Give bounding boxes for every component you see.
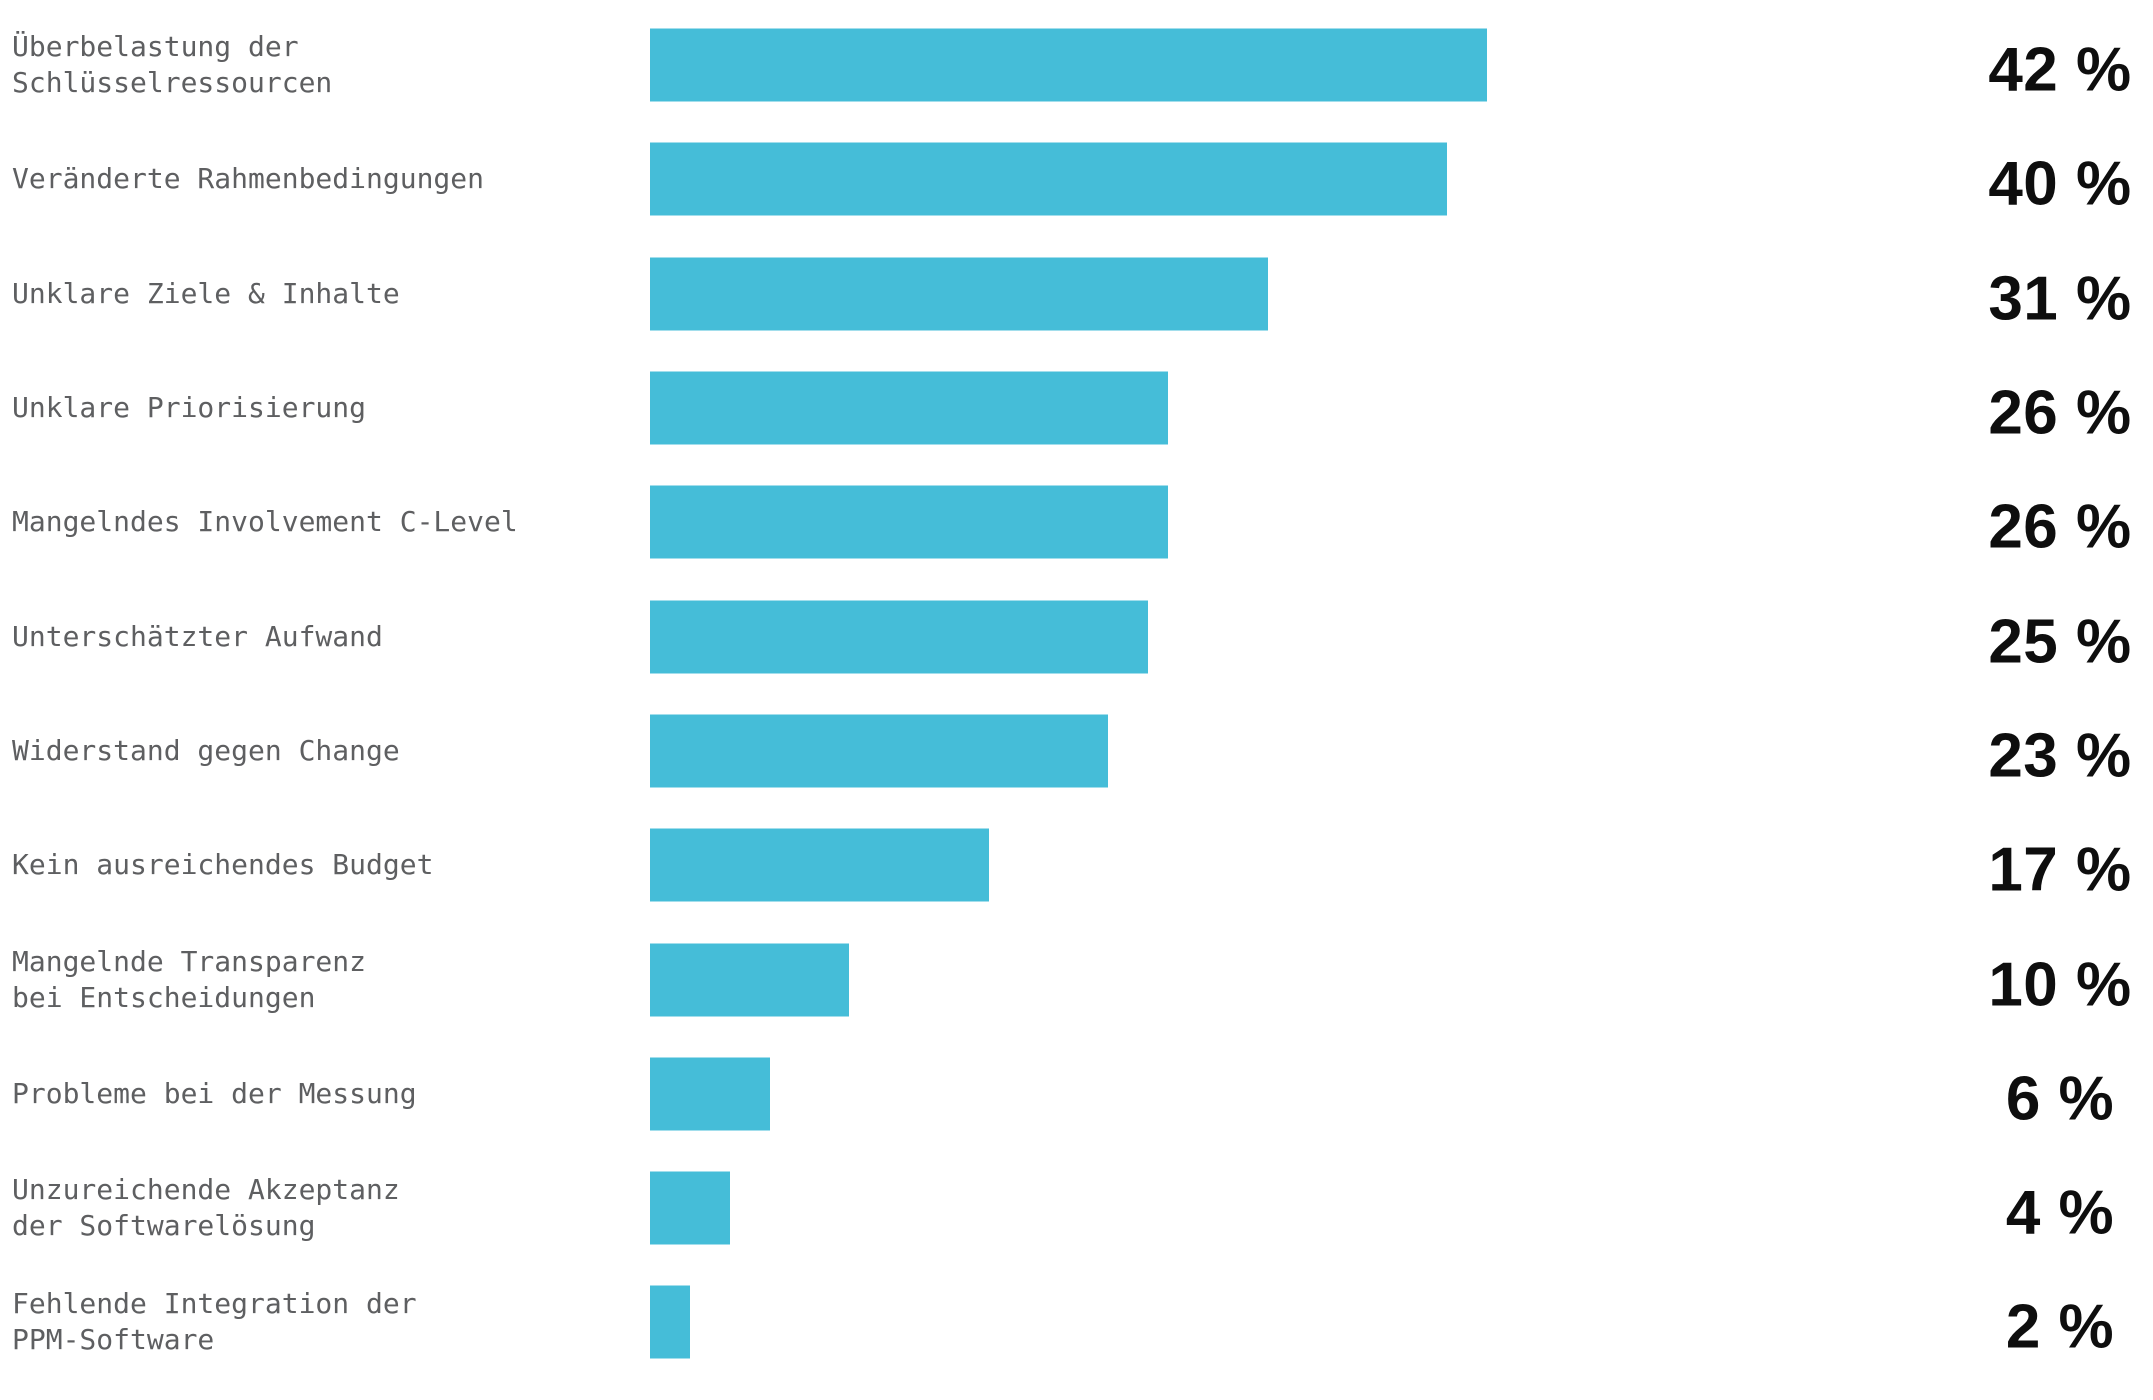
category-label: Unklare Ziele & Inhalte: [12, 276, 400, 310]
value-label: 26 %: [1988, 492, 2132, 562]
category-label: Überbelastung der Schlüsselressourcen: [12, 30, 333, 100]
bar: [650, 142, 1448, 216]
chart-row: Überbelastung der Schlüsselressourcen 42…: [0, 8, 2153, 122]
category-label: Unzureichende Akzeptanz der Softwarelösu…: [12, 1173, 400, 1243]
bar: [650, 28, 1487, 102]
bar: [650, 1171, 730, 1245]
value-label: 10 %: [1988, 950, 2132, 1020]
value-label: 6 %: [2005, 1064, 2115, 1134]
value-label: 26 %: [1988, 378, 2132, 448]
category-label: Probleme bei der Messung: [12, 1076, 417, 1110]
category-label: Mangelndes Involvement C-Level: [12, 505, 518, 539]
bar: [650, 371, 1169, 445]
value-label: 42 %: [1988, 35, 2132, 105]
chart-row: Unklare Priorisierung 26 %: [0, 351, 2153, 465]
category-label: Widerstand gegen Change: [12, 733, 400, 767]
chart-row: Probleme bei der Messung 6 %: [0, 1037, 2153, 1151]
category-label: Fehlende Integration der PPM-Software: [12, 1287, 417, 1357]
bar: [650, 714, 1109, 788]
category-label: Mangelnde Transparenz bei Entscheidungen: [12, 944, 367, 1014]
chart-row: Unklare Ziele & Inhalte 31 %: [0, 237, 2153, 351]
bar: [650, 943, 850, 1017]
chart-row: Widerstand gegen Change 23 %: [0, 694, 2153, 808]
value-label: 25 %: [1988, 607, 2132, 677]
value-label: 23 %: [1988, 721, 2132, 791]
bar: [650, 1057, 770, 1131]
chart-row: Mangelnde Transparenz bei Entscheidungen…: [0, 922, 2153, 1036]
chart-row: Fehlende Integration der PPM-Software 2 …: [0, 1265, 2153, 1379]
category-label: Kein ausreichendes Budget: [12, 848, 434, 882]
value-label: 40 %: [1988, 149, 2132, 219]
bar: [650, 257, 1268, 331]
chart-row: Kein ausreichendes Budget 17 %: [0, 808, 2153, 922]
bar: [650, 828, 989, 902]
value-label: 31 %: [1988, 264, 2132, 334]
chart-row: Veränderte Rahmenbedingungen 40 %: [0, 122, 2153, 236]
bar: [650, 600, 1149, 674]
chart-row: Unzureichende Akzeptanz der Softwarelösu…: [0, 1151, 2153, 1265]
category-label: Unklare Priorisierung: [12, 391, 367, 425]
chart-row: Unterschätzter Aufwand 25 %: [0, 579, 2153, 693]
category-label: Unterschätzter Aufwand: [12, 619, 383, 653]
bar: [650, 485, 1169, 559]
chart-row: Mangelndes Involvement C-Level 26 %: [0, 465, 2153, 579]
category-label: Veränderte Rahmenbedingungen: [12, 162, 485, 196]
value-label: 17 %: [1988, 835, 2132, 905]
bar: [650, 1285, 690, 1359]
value-label: 4 %: [2005, 1178, 2115, 1248]
value-label: 2 %: [2005, 1292, 2115, 1362]
